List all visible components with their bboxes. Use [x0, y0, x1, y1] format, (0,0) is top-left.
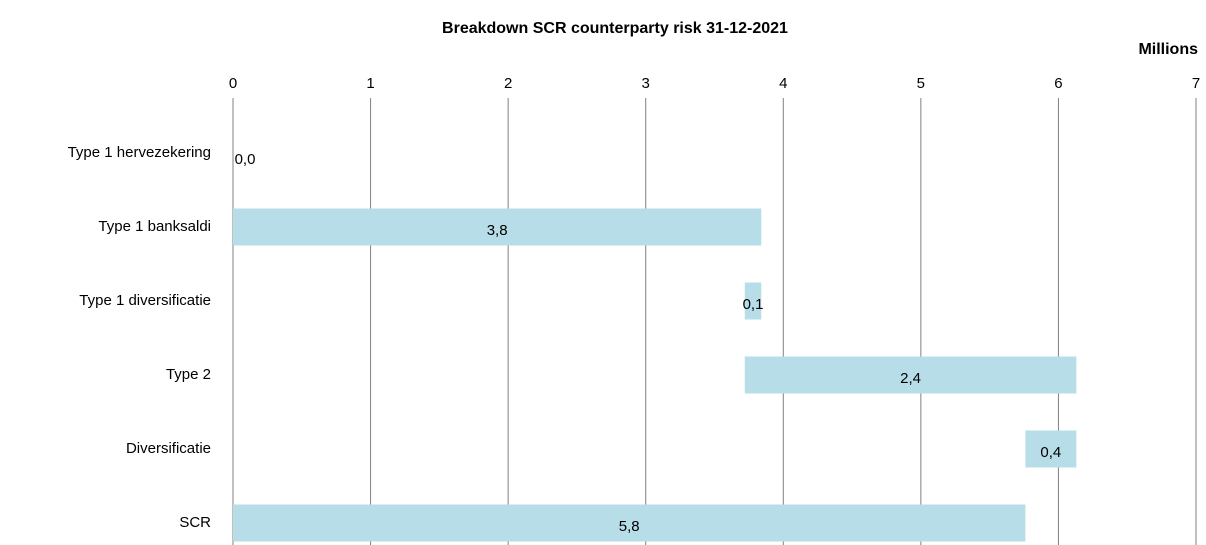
bar [233, 504, 1026, 542]
x-tick-label: 6 [1054, 75, 1062, 92]
data-label: 0,0 [235, 151, 256, 168]
x-tick-label: 0 [229, 75, 237, 92]
y-tick-label: Type 1 hervezekering [68, 144, 211, 161]
bar [233, 208, 762, 246]
bar [744, 282, 762, 320]
x-tick-label: 1 [366, 75, 374, 92]
data-label: 0,1 [743, 296, 764, 313]
data-label: 2,4 [900, 370, 921, 387]
bar [744, 356, 1077, 394]
y-tick-label: Type 2 [166, 366, 211, 383]
chart-title: Breakdown SCR counterparty risk 31-12-20… [442, 20, 788, 37]
y-tick-label: Type 1 diversificatie [79, 292, 211, 309]
y-tick-label: Diversificatie [126, 440, 211, 457]
data-label: 0,4 [1040, 444, 1061, 461]
y-tick-label: Type 1 banksaldi [98, 218, 211, 235]
x-tick-label: 5 [917, 75, 925, 92]
x-tick-label: 2 [504, 75, 512, 92]
bar [1025, 430, 1077, 468]
x-tick-label: 3 [642, 75, 650, 92]
x-tick-label: 7 [1192, 75, 1200, 92]
data-label: 5,8 [619, 518, 640, 535]
axis-label: Millions [1138, 41, 1198, 58]
data-label: 3,8 [487, 222, 508, 239]
y-tick-label: SCR [179, 514, 211, 531]
x-tick-label: 4 [779, 75, 787, 92]
